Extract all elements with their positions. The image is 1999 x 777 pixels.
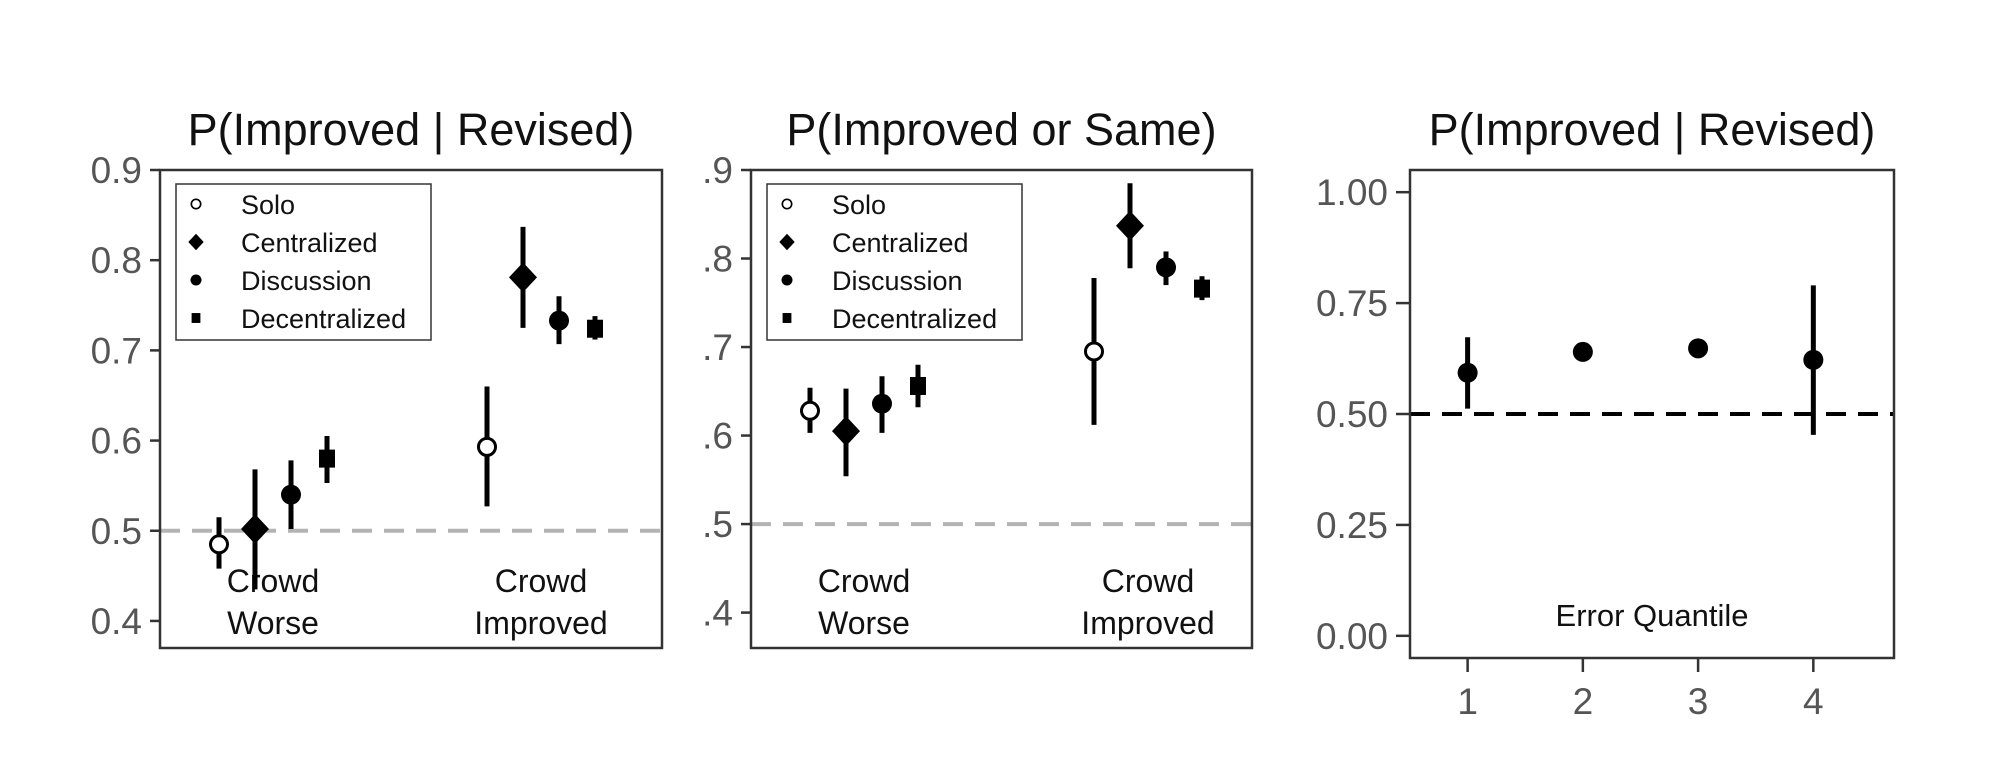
x-tick-label: 1 [1457,681,1478,722]
data-point [910,376,926,395]
y-tick-label: .9 [702,150,733,191]
legend-box [766,183,1023,341]
data-point [1457,362,1478,383]
y-tick-label: 0.00 [1316,616,1388,657]
legend-marker-shape [191,313,201,323]
legend-marker-shape [190,198,202,210]
data-point [1084,341,1104,362]
legend-marker-shape [782,313,792,323]
data-point [477,436,497,457]
legend-label: Discussion [832,266,963,296]
y-tick-label: 0.25 [1316,505,1388,546]
panel-1: P(Improved | Revised) 0.4 0.5 0.6 0.7 0.8 0.9 C… [91,104,664,650]
data-point [1116,210,1144,241]
plot-frame [749,168,1254,650]
data-point [872,393,892,414]
data-point [1156,257,1176,278]
data-point [800,400,820,421]
panel-2: P(Improved or Same) .4 .5 .6 .7 .8 .9 Crowd Wors… [702,104,1254,650]
data-point [1688,338,1709,359]
y-tick-label: .6 [702,416,733,457]
y-tick-label: .5 [702,504,733,545]
y-tick-label: 0.8 [91,240,142,281]
legend-label: Discussion [241,266,372,296]
legend-marker [781,198,793,210]
legend-marker-shape [781,274,793,286]
category-label: Crowd [1102,563,1194,599]
y-tick-label: 0.6 [91,421,142,462]
category-label: Worse [227,605,319,641]
chart-title: P(Improved | Revised) [188,104,635,155]
legend-box [175,183,432,341]
data-point [209,534,229,555]
plot-frame [1408,168,1896,660]
legend-marker [779,233,795,251]
data-point [549,310,569,331]
legend-marker [782,313,792,323]
legend-label: Solo [832,190,886,220]
x-axis-label: Error Quantile [1556,598,1749,633]
chart-title: P(Improved or Same) [786,104,1216,155]
y-tick-label: 0.4 [91,601,142,642]
legend-marker-shape [781,198,793,210]
legend-marker [190,198,202,210]
y-tick-label: 0.7 [91,330,142,371]
data-point [1803,349,1824,370]
data-point [1194,279,1210,298]
data-point [509,262,537,293]
y-tick-label: .8 [702,239,733,280]
data-point [832,416,860,447]
data-point [1572,341,1593,362]
legend-label: Decentralized [832,304,997,334]
y-tick-label: .7 [702,327,733,368]
data-point [281,484,301,505]
category-label: Improved [1081,605,1214,641]
category-label: Crowd [818,563,910,599]
legend-label: Centralized [832,228,969,258]
y-tick-label: 0.50 [1316,394,1388,435]
category-label: Crowd [227,563,319,599]
x-tick-label: 3 [1688,681,1709,722]
legend-label: Solo [241,190,295,220]
category-label: Worse [818,605,910,641]
y-tick-label: 0.9 [91,150,142,191]
panel-3: P(Improved | Revised) 0.00 0.25 0.50 0.75 1.0… [1316,104,1896,722]
legend-marker-shape [779,233,795,251]
plot-frame [158,168,664,650]
legend-label: Centralized [241,228,378,258]
x-tick-label: 4 [1803,681,1824,722]
y-tick-label: 1.00 [1316,172,1388,213]
chart-title: P(Improved | Revised) [1429,104,1876,155]
category-label: Crowd [495,563,587,599]
category-label: Improved [474,605,607,641]
y-tick-label: 0.75 [1316,283,1388,324]
data-point [241,513,269,544]
legend-marker-shape [190,274,202,286]
legend-marker [781,274,793,286]
legend-marker [191,313,201,323]
y-tick-label: 0.5 [91,511,142,552]
y-tick-label: .4 [702,593,733,634]
legend-marker [190,274,202,286]
x-tick-label: 2 [1573,681,1594,722]
data-point [587,319,603,338]
legend-label: Decentralized [241,304,406,334]
data-point [319,449,335,468]
